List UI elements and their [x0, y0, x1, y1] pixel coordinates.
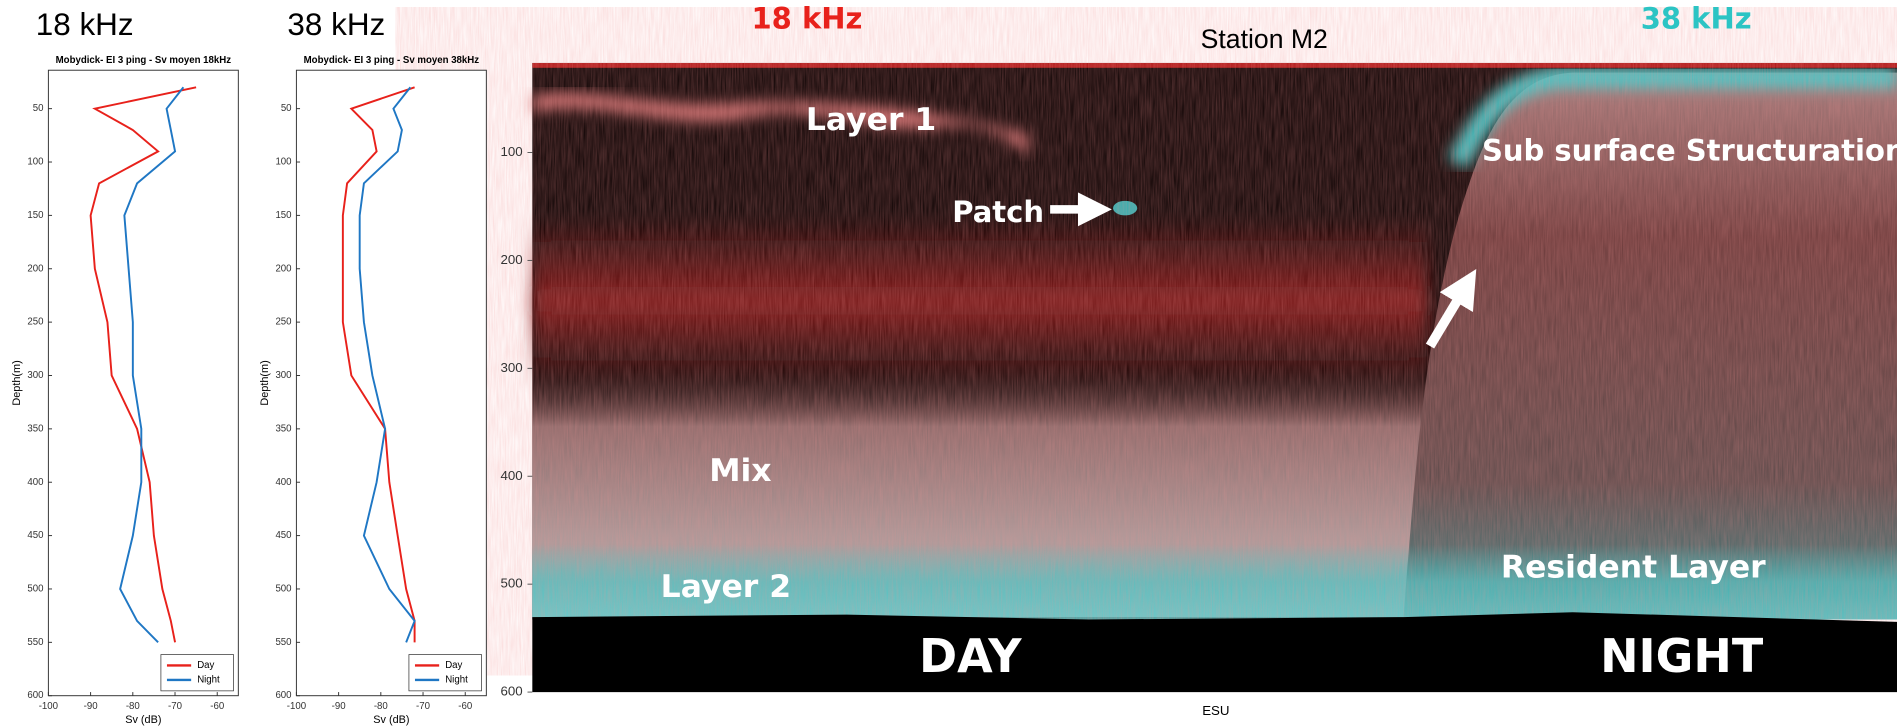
y-tick-label: 550 — [275, 637, 291, 648]
y-tick-label: 100 — [500, 144, 522, 159]
x-tick-label: -100 — [39, 701, 58, 712]
annotation: DAY — [919, 629, 1022, 683]
legend-label: Night — [197, 675, 220, 686]
y-tick-label: 500 — [500, 576, 522, 591]
panel-header: 18 kHz — [36, 7, 134, 42]
y-tick-label: 450 — [275, 530, 291, 541]
echogram-image — [532, 62, 1897, 693]
x-axis-label: Sv (dB) — [125, 714, 161, 726]
y-tick-label: 500 — [275, 584, 291, 595]
y-tick-label: 600 — [275, 690, 291, 701]
chart-title: Mobydick- EI 3 ping - Sv moyen 18kHz — [56, 55, 232, 66]
y-tick-label: 200 — [500, 252, 522, 267]
header-right: 38 kHz — [1641, 2, 1752, 36]
x-tick-label: -80 — [126, 701, 140, 712]
y-tick-label: 350 — [275, 423, 291, 434]
annotation: Resident Layer — [1501, 550, 1766, 586]
legend-label: Day — [445, 660, 462, 671]
y-tick-label: 150 — [275, 210, 291, 221]
y-tick-label: 300 — [275, 370, 291, 381]
x-tick-label: -70 — [416, 701, 430, 712]
y-tick-label: 600 — [27, 690, 43, 701]
x-tick-label: -100 — [287, 701, 306, 712]
x-tick-label: -60 — [458, 701, 472, 712]
x-tick-label: -60 — [210, 701, 224, 712]
legend-box — [408, 654, 482, 692]
y-tick-label: 350 — [27, 423, 43, 434]
y-tick-label: 600 — [500, 684, 522, 699]
x-tick-label: -90 — [84, 701, 98, 712]
annotation: Layer 2 — [661, 569, 791, 605]
y-tick-label: 150 — [27, 210, 43, 221]
y-tick-label: 450 — [27, 530, 43, 541]
x-tick-label: -70 — [168, 701, 182, 712]
legend-label: Day — [197, 660, 214, 671]
plot-area — [295, 69, 487, 697]
y-tick-label: 100 — [27, 157, 43, 168]
x-tick-label: -80 — [374, 701, 388, 712]
y-tick-label: 250 — [275, 317, 291, 328]
annotation: Sub surface Structuration — [1482, 133, 1897, 167]
y-tick-label: 400 — [275, 477, 291, 488]
y-tick-label: 50 — [281, 103, 292, 114]
header-left: 18 kHz — [751, 2, 862, 36]
y-tick-label: 550 — [27, 637, 43, 648]
panel-header: 38 kHz — [287, 7, 385, 42]
plot-area — [47, 69, 239, 697]
legend-label: Night — [445, 675, 468, 686]
legend-box — [160, 654, 234, 692]
profile-line — [358, 86, 416, 643]
y-tick-label: 300 — [500, 360, 522, 375]
y-tick-label: 300 — [27, 370, 43, 381]
y-tick-label: 200 — [275, 263, 291, 274]
annotation: Patch — [952, 195, 1044, 229]
y-tick-label: 200 — [27, 263, 43, 274]
x-axis-label: ESU — [1202, 703, 1229, 718]
title: Station M2 — [1201, 24, 1328, 54]
y-axis-label: Depth(m) — [259, 360, 271, 405]
y-tick-label: 50 — [33, 103, 44, 114]
y-tick-label: 500 — [27, 584, 43, 595]
annotation: NIGHT — [1600, 629, 1764, 683]
y-tick-label: 400 — [500, 468, 522, 483]
x-axis-label: Sv (dB) — [373, 714, 409, 726]
chart-title: Mobydick- EI 3 ping - Sv moyen 38kHz — [304, 55, 480, 66]
y-tick-label: 100 — [275, 157, 291, 168]
x-tick-label: -90 — [332, 701, 346, 712]
annotation: Layer 1 — [806, 102, 936, 138]
y-tick-label: 250 — [27, 317, 43, 328]
profile-line — [341, 86, 416, 643]
y-axis-label: Depth(m) — [11, 360, 23, 405]
annotation: Mix — [709, 453, 771, 489]
profile-line — [89, 86, 197, 643]
profile-line — [119, 86, 185, 644]
y-tick-label: 400 — [27, 477, 43, 488]
